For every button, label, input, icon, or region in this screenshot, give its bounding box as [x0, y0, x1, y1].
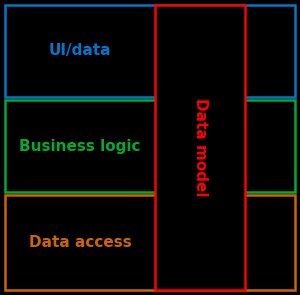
Bar — [5, 5, 295, 97]
Bar — [5, 195, 295, 290]
Text: Data access: Data access — [28, 235, 131, 250]
Bar — [155, 5, 245, 290]
Text: Data model: Data model — [193, 98, 208, 197]
Bar — [5, 100, 295, 192]
Text: Business logic: Business logic — [19, 138, 141, 153]
Text: UI/data: UI/data — [49, 43, 111, 58]
